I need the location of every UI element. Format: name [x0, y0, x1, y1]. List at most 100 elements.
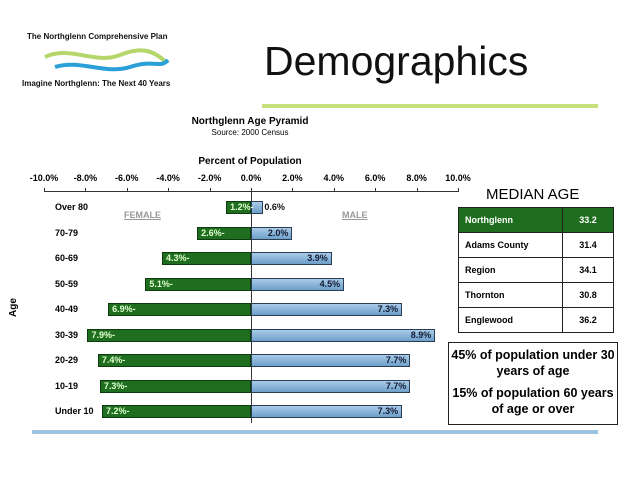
male-value-label: 3.9% — [307, 253, 328, 263]
female-bar — [97, 354, 251, 367]
male-bar — [251, 379, 411, 393]
title-divider — [262, 104, 598, 108]
male-value-label: 2.0% — [267, 227, 289, 238]
legend-male: MALE — [342, 210, 368, 220]
median-age-row: Region 34.1 — [458, 257, 614, 283]
male-value-label: 7.7% — [385, 355, 407, 365]
male-bar — [251, 226, 293, 240]
female-value-label: 2.6%- — [201, 227, 225, 238]
x-tick-label: -2.0% — [197, 173, 222, 183]
male-value-label: 7.3% — [377, 304, 399, 314]
region-name: Thornton — [458, 282, 563, 308]
logo-top-text: The Northglenn Comprehensive Plan — [27, 32, 168, 41]
region-name: Region — [458, 257, 563, 283]
x-tick-mark — [44, 188, 45, 192]
age-label: 70-79 — [55, 227, 79, 238]
logo-bottom-text: Imagine Northglenn: The Next 40 Years — [22, 79, 171, 88]
x-tick-mark — [251, 188, 252, 192]
median-age-value: 33.2 — [562, 207, 614, 233]
x-tick-mark — [85, 188, 87, 192]
x-tick-label: 6.0% — [364, 173, 386, 183]
x-tick-mark — [333, 188, 335, 192]
median-age-value: 30.8 — [562, 282, 614, 308]
female-bar — [101, 405, 251, 418]
female-value-label: 6.9%- — [112, 304, 136, 314]
age-label: 40-49 — [55, 304, 79, 314]
median-age-row: Englewood 36.2 — [458, 307, 614, 333]
x-tick-label: -6.0% — [115, 173, 139, 183]
chart-subtitle: Source: 2000 Census — [211, 128, 289, 137]
x-tick-label: -10.0% — [29, 173, 59, 183]
median-age-row: Northglenn 33.2 — [458, 207, 614, 233]
median-age-table: Northglenn 33.2 Adams County 31.4 Region 34.1… — [458, 207, 614, 333]
x-tick-label: 10.0% — [445, 173, 471, 183]
fact-60-over: 15% of population 60 years of age or ove… — [452, 386, 614, 416]
footer-divider — [32, 430, 598, 434]
male-bar — [251, 303, 403, 316]
male-bar — [251, 354, 411, 367]
facts-box: 45% of population under 30 years of age … — [448, 342, 618, 425]
male-value-label: 7.7% — [385, 380, 407, 391]
female-bar — [99, 379, 251, 393]
male-value-label: 8.9% — [410, 329, 432, 340]
female-value-label: 5.1%- — [149, 278, 173, 289]
x-tick-mark — [209, 188, 211, 192]
male-value-label: 0.6% — [264, 202, 285, 212]
female-bar — [161, 252, 251, 265]
median-age-title: MEDIAN AGE — [486, 186, 580, 203]
x-tick-mark — [126, 188, 128, 192]
median-age-value: 36.2 — [562, 307, 614, 333]
female-value-label: 7.9%- — [91, 329, 115, 340]
x-tick-label: 2.0% — [282, 173, 303, 183]
male-bar — [251, 201, 264, 214]
male-bar — [251, 328, 436, 342]
chart-title: Northglenn Age Pyramid — [191, 116, 309, 127]
age-label: 10-19 — [55, 380, 79, 391]
male-bar — [251, 277, 345, 291]
x-tick-label: -8.0% — [73, 173, 98, 183]
legend-female: FEMALE — [124, 210, 161, 220]
male-value-label: 7.3% — [377, 406, 399, 416]
female-bar — [145, 277, 251, 291]
female-bar — [108, 303, 251, 316]
male-bar — [251, 252, 332, 265]
logo-waves-icon — [44, 48, 170, 72]
age-label: 60-69 — [55, 253, 79, 263]
x-tick-label: 0.0% — [240, 173, 262, 183]
x-tick-mark — [416, 188, 418, 192]
x-tick-label: 8.0% — [406, 173, 427, 183]
fact-under-30: 45% of population under 30 years of age — [451, 348, 615, 378]
median-age-value: 31.4 — [562, 232, 614, 258]
female-value-label: 1.2%- — [230, 202, 254, 212]
region-name: Adams County — [458, 232, 563, 258]
x-axis-title: Percent of Population — [198, 156, 302, 167]
x-tick-mark — [458, 188, 459, 192]
male-value-label: 4.5% — [319, 278, 341, 289]
age-label: 50-59 — [55, 278, 79, 289]
median-age-row: Adams County 31.4 — [458, 232, 614, 258]
age-label: Under 10 — [55, 406, 94, 416]
female-bar — [87, 328, 251, 342]
region-name: Northglenn — [458, 207, 563, 233]
female-value-label: 7.3%- — [103, 380, 128, 391]
region-name: Englewood — [458, 307, 563, 333]
median-age-row: Thornton 30.8 — [458, 282, 614, 308]
x-tick-mark — [375, 188, 377, 192]
x-tick-mark — [168, 188, 170, 192]
x-tick-mark — [292, 188, 294, 192]
male-bar — [251, 405, 403, 418]
page-title: Demographics — [264, 38, 529, 84]
age-label: Over 80 — [55, 202, 89, 212]
x-tick-label: -4.0% — [156, 173, 180, 183]
female-value-label: 7.2%- — [105, 406, 130, 416]
y-axis-title: Age — [7, 298, 19, 317]
female-value-label: 4.3%- — [165, 253, 190, 263]
female-bar — [197, 226, 251, 240]
median-age-value: 34.1 — [562, 257, 614, 283]
age-label: 30-39 — [55, 329, 79, 340]
x-tick-label: 4.0% — [323, 173, 345, 183]
female-value-label: 7.4%- — [101, 355, 126, 365]
female-bar — [226, 201, 251, 214]
age-label: 20-29 — [55, 355, 79, 365]
